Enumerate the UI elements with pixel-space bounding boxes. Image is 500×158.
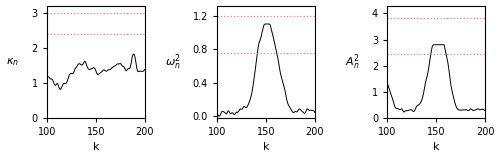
X-axis label: k: k bbox=[92, 143, 99, 152]
Y-axis label: $\kappa_n$: $\kappa_n$ bbox=[6, 56, 18, 68]
Y-axis label: $A_n^2$: $A_n^2$ bbox=[345, 52, 360, 72]
X-axis label: k: k bbox=[433, 143, 440, 152]
Y-axis label: $\omega_n^2$: $\omega_n^2$ bbox=[165, 52, 181, 72]
X-axis label: k: k bbox=[262, 143, 269, 152]
